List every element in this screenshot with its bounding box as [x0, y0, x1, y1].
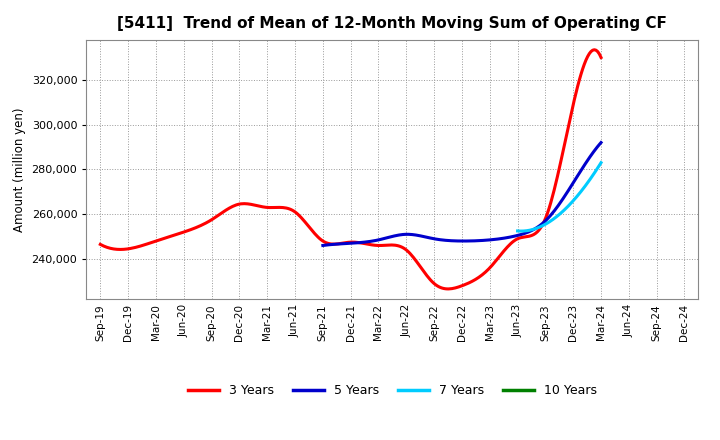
Title: [5411]  Trend of Mean of 12-Month Moving Sum of Operating CF: [5411] Trend of Mean of 12-Month Moving …	[117, 16, 667, 32]
Y-axis label: Amount (million yen): Amount (million yen)	[13, 107, 26, 231]
Legend: 3 Years, 5 Years, 7 Years, 10 Years: 3 Years, 5 Years, 7 Years, 10 Years	[183, 379, 602, 402]
